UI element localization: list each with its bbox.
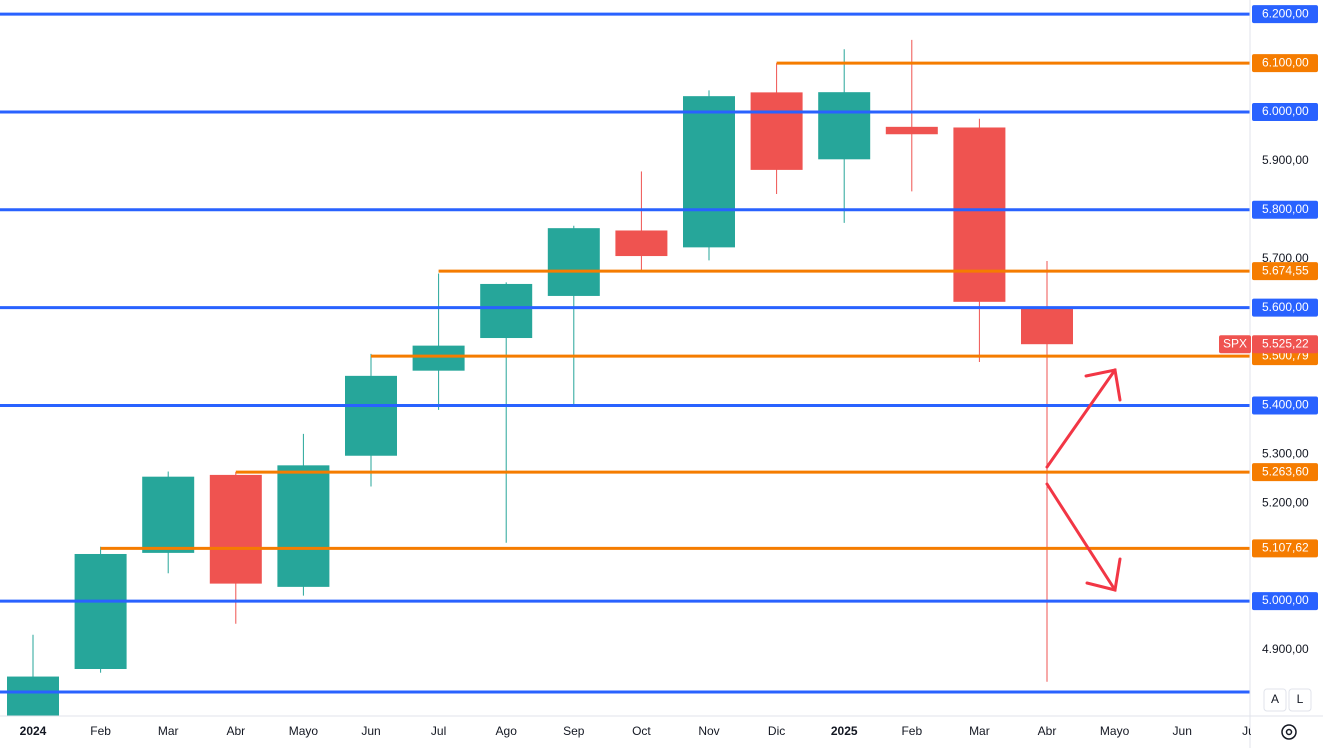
price-label-bg [1252,54,1318,73]
x-tick-label: 2025 [831,724,858,738]
candle-body [547,228,600,296]
arrow-up [1045,368,1117,469]
auto-button[interactable]: A [1271,692,1279,706]
y-tick-label: 4.900,00 [1262,642,1309,656]
x-tick-label: Abr [1038,724,1057,738]
candle-body [142,476,195,553]
price-label-bg [1252,396,1318,415]
x-tick-label: Jul [431,724,446,738]
y-tick-label: 5.200,00 [1262,495,1309,509]
scale-button[interactable]: L [1288,688,1312,712]
x-tick-label: Oct [632,724,651,738]
x-tick-label: Feb [901,724,922,738]
arrow-head [1084,368,1122,402]
candle-body [885,126,938,135]
candle-body [7,676,59,716]
candle-body [277,465,330,587]
candle-body [615,230,668,257]
price-label-bg [1252,298,1318,317]
price-label-bg [1252,200,1318,219]
current-name: SPX [1223,336,1247,350]
price-label-bg [1252,539,1318,558]
candle-body [209,474,262,584]
price-label: 6.200,00 [1262,6,1309,20]
arrow-head [1085,557,1122,592]
current-price-bg [1252,335,1318,354]
candle-body [412,345,465,371]
gear-inner[interactable] [1285,728,1293,736]
candle-body [818,92,871,160]
scale-button[interactable]: A [1263,688,1287,712]
x-tick-label: Jun [1173,724,1192,738]
price-label: 5.107,62 [1262,541,1309,555]
price-label-bg [1252,592,1318,611]
axes: 4.900,00 5.200,00 5.300,00 5.700,00 5.900,00… [20,5,1318,738]
price-label: 6.100,00 [1262,55,1309,69]
x-tick-label: Mayo [289,724,319,738]
x-tick-label: Ago [496,724,518,738]
y-tick-label: 5.700,00 [1262,251,1309,265]
price-label-bg [1252,262,1318,281]
price-label: 5.400,00 [1262,398,1309,412]
x-tick-label: Mar [969,724,990,738]
gear-outer[interactable] [1281,724,1297,740]
plot-area [0,12,1250,716]
candle-body [74,553,127,669]
candle-body [953,127,1006,302]
x-tick-label: Nov [698,724,719,738]
current-name-bg [1219,335,1251,354]
y-tick-label: 5.300,00 [1262,447,1309,461]
x-tick-label: Sep [563,724,585,738]
x-tick-label: Mayo [1100,724,1130,738]
x-tick-label: 2024 [20,724,47,738]
price-label: 5.674,55 [1262,263,1309,277]
x-tick-label: Feb [90,724,111,738]
candle-body [750,92,803,170]
price-label-bg [1252,102,1318,121]
candle-body [345,375,397,456]
price-label: 5.600,00 [1262,300,1309,314]
x-tick-label: Abr [226,724,245,738]
x-tick-label: Jun [361,724,380,738]
candle-body [1021,308,1073,345]
log-button[interactable]: L [1297,692,1304,706]
price-label: 6.000,00 [1262,104,1309,118]
price-label: 5.800,00 [1262,202,1309,216]
button-bg[interactable] [1288,688,1312,712]
settings-button[interactable] [1281,724,1297,740]
drawings [1045,368,1122,592]
button-bg[interactable] [1263,688,1287,712]
x-tick-label: Dic [768,724,785,738]
arrow-down [1045,482,1117,592]
candle-body [480,283,533,339]
candle-body [683,96,735,248]
x-tick-label: Mar [158,724,179,738]
y-tick-label: 5.900,00 [1262,153,1309,167]
current-price: 5.525,22 [1262,336,1309,350]
price-label-bg [1252,5,1318,24]
price-label: 5.263,60 [1262,464,1309,478]
price-label-bg [1252,463,1318,482]
price-label: 5.000,00 [1262,593,1309,607]
